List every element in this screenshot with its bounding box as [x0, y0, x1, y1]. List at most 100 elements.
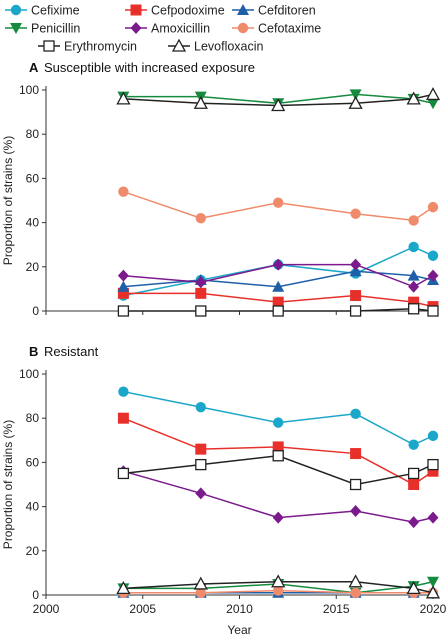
data-point-erythromycin: [407, 467, 420, 480]
series-amoxicillin: [117, 465, 439, 529]
y-tick-label: 0: [32, 588, 39, 602]
data-point-cefotaxime: [273, 197, 284, 208]
legend-marker-amoxicillin: [130, 22, 142, 34]
legend-label-penicillin: Penicillin: [31, 22, 80, 36]
data-point-cefotaxime: [273, 585, 284, 596]
data-point-amoxicillin: [272, 258, 284, 271]
data-point-cefditoren: [407, 269, 420, 281]
x-tick-label: 2020: [420, 602, 447, 616]
data-point-erythromycin: [407, 303, 420, 315]
x-axis-label: Year: [227, 623, 251, 637]
data-point-cefpodoxime: [350, 448, 362, 460]
legend-item-erythromycin: Erythromycin: [38, 40, 137, 54]
data-point-cefotaxime: [350, 208, 361, 219]
legend-marker-cefixime: [10, 4, 22, 16]
data-point-penicillin: [427, 98, 439, 110]
x-tick-label: 2015: [323, 602, 350, 616]
data-point-cefditoren: [349, 265, 362, 277]
data-point-cefixime: [118, 386, 129, 397]
y-tick-label: 20: [26, 544, 40, 558]
y-tick-label: 100: [19, 83, 39, 97]
data-point-erythromycin: [272, 450, 284, 462]
series-cefpodoxime: [117, 412, 439, 490]
series-cefixime: [118, 386, 439, 450]
y-tick-label: 60: [26, 171, 40, 185]
data-point-cefotaxime: [195, 212, 206, 224]
legend-item-cefixime: Cefixime: [5, 4, 80, 18]
data-point-levofloxacin: [193, 95, 208, 109]
data-point-cefixime: [427, 250, 439, 261]
panel-letter: B: [29, 344, 38, 359]
data-point-levofloxacin: [425, 585, 441, 599]
data-point-cefditoren: [272, 280, 285, 292]
legend: Cefixime Cefpodoxime Cefditoren Penicillin A…: [5, 4, 321, 54]
legend-label-cefpodoxime: Cefpodoxime: [151, 4, 225, 18]
y-tick-label: 40: [26, 216, 40, 230]
data-point-amoxicillin: [408, 280, 420, 293]
legend-marker-cefotaxime: [237, 22, 249, 34]
panel-b: B Resistant 0 20 40 60 80 100 2000 2005 2010 2015 20…: [1, 344, 447, 637]
legend-item-cefditoren: Cefditoren: [232, 4, 316, 18]
data-point-levofloxacin: [193, 576, 208, 590]
data-point-cefotaxime: [195, 587, 206, 598]
legend-marker-levofloxacin: [171, 38, 187, 52]
data-point-levofloxacin: [406, 91, 421, 105]
data-point-levofloxacin: [116, 581, 131, 595]
series-amoxicillin: [117, 258, 439, 293]
data-point-levofloxacin: [271, 574, 286, 588]
y-tick-label: 80: [26, 127, 40, 141]
legend-label-amoxicillin: Amoxicillin: [151, 22, 210, 36]
y-tick-label: 20: [26, 260, 40, 274]
data-point-erythromycin: [349, 305, 362, 317]
legend-item-levofloxacin: Levofloxacin: [168, 38, 264, 54]
x-tick-label: 2010: [226, 602, 253, 616]
data-point-amoxicillin: [195, 276, 207, 289]
data-point-levofloxacin: [425, 87, 441, 101]
panel-letter: A: [29, 60, 39, 75]
y-axis-label: Proportion of strains (%): [1, 136, 15, 265]
data-point-cefixime: [273, 417, 284, 428]
data-point-levofloxacin: [348, 574, 363, 588]
legend-marker-cefpodoxime: [130, 4, 142, 16]
data-point-amoxicillin: [195, 487, 207, 500]
data-point-penicillin: [427, 576, 439, 588]
y-tick-label: 40: [26, 500, 40, 514]
legend-item-amoxicillin: Amoxicillin: [125, 22, 210, 36]
panel-a: A Susceptible with increased exposure 0 20 4…: [1, 60, 441, 318]
y-tick-label: 80: [26, 411, 40, 425]
data-point-cefixime: [350, 408, 361, 419]
legend-marker-erythromycin: [43, 40, 55, 52]
data-point-erythromycin: [117, 305, 130, 317]
x-tick-label: 2005: [129, 602, 156, 616]
data-point-penicillin: [349, 89, 362, 101]
data-point-cefixime: [427, 430, 439, 442]
data-point-cefpodoxime: [272, 296, 284, 308]
data-point-levofloxacin: [348, 95, 363, 109]
legend-item-cefpodoxime: Cefpodoxime: [125, 4, 225, 18]
data-point-cefpodoxime: [408, 296, 420, 308]
data-point-erythromycin: [272, 305, 284, 317]
data-point-cefpodoxime: [272, 441, 284, 453]
legend-label-cefditoren: Cefditoren: [258, 4, 316, 18]
data-point-erythromycin: [117, 467, 130, 480]
data-point-cefixime: [195, 401, 206, 413]
legend-marker-penicillin: [10, 23, 22, 34]
data-point-cefotaxime: [350, 587, 361, 598]
y-tick-label: 100: [19, 367, 39, 381]
data-point-cefixime: [408, 241, 419, 253]
series-cefotaxime: [118, 186, 439, 226]
data-point-cefpodoxime: [427, 465, 439, 477]
y-tick-label: 60: [26, 455, 40, 469]
data-point-erythromycin: [349, 478, 362, 491]
series-cefixime: [118, 241, 439, 301]
data-point-levofloxacin: [406, 581, 421, 595]
legend-item-penicillin: Penicillin: [5, 22, 80, 36]
data-point-cefpodoxime: [117, 287, 129, 299]
y-axis-label: Proportion of strains (%): [1, 420, 15, 549]
panel-title: Resistant: [44, 344, 99, 359]
data-point-cefotaxime: [408, 215, 419, 226]
legend-label-levofloxacin: Levofloxacin: [194, 40, 264, 54]
series-erythromycin: [117, 303, 439, 317]
series-levofloxacin: [116, 574, 441, 599]
data-point-cefixime: [408, 439, 419, 450]
